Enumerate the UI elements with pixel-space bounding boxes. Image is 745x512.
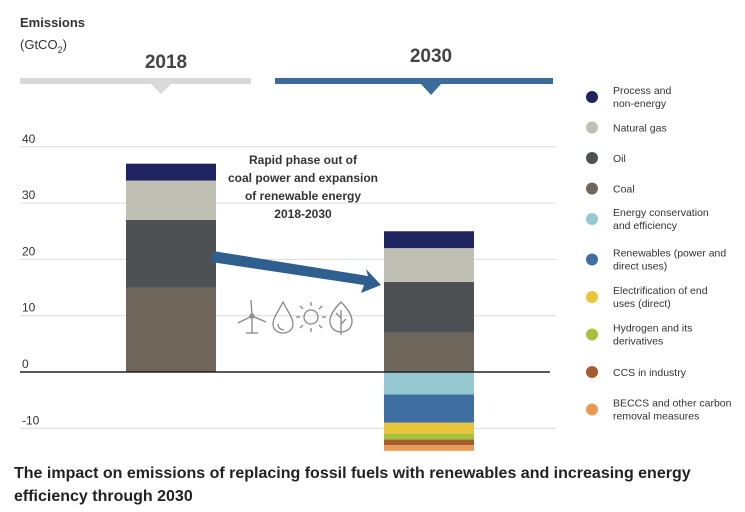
legend-label: CCS in industry bbox=[613, 367, 687, 379]
bar-2030-electrification-of-end-uses-direct bbox=[384, 422, 474, 434]
y-axis-title: Emissions bbox=[20, 15, 85, 30]
bar-2018-natural-gas bbox=[126, 180, 216, 220]
bar-2018-oil bbox=[126, 219, 216, 288]
bar-2030-natural-gas bbox=[384, 248, 474, 282]
sun-icon bbox=[296, 302, 326, 332]
water-drop-icon bbox=[272, 300, 294, 334]
legend-swatch bbox=[586, 253, 598, 266]
bar-2030-coal bbox=[384, 332, 474, 372]
legend-swatch bbox=[586, 403, 598, 416]
header-pointer-2030 bbox=[421, 84, 441, 95]
legend-swatch bbox=[586, 121, 598, 134]
y-tick-labels: 40 30 20 10 0 -10 bbox=[22, 132, 40, 427]
annotation: Rapid phase out of coal power and expans… bbox=[228, 153, 378, 221]
y-tick-label: -10 bbox=[22, 413, 40, 427]
legend-swatch bbox=[586, 291, 598, 303]
legend-swatch bbox=[586, 182, 598, 195]
bar-2030-oil bbox=[384, 281, 474, 333]
legend-label: Renewables (power and bbox=[613, 248, 726, 260]
legend-swatch bbox=[586, 91, 598, 103]
legend-label: Process and bbox=[613, 85, 672, 97]
header-2030: 2030 bbox=[410, 46, 452, 67]
bar-2030-renewables-power-and-direct-uses bbox=[384, 394, 474, 423]
legend-swatch bbox=[586, 366, 598, 378]
legend-item: Oil bbox=[586, 152, 626, 165]
bar-2030-ccs-in-industry bbox=[384, 439, 474, 446]
legend-swatch bbox=[586, 152, 598, 164]
legend-label: derivatives bbox=[613, 336, 663, 348]
wind-turbine-icon bbox=[237, 299, 267, 334]
legend-label: uses (direct) bbox=[613, 298, 671, 310]
bar-2018-coal bbox=[126, 287, 216, 372]
legend-label: direct uses) bbox=[613, 261, 667, 273]
emissions-chart: Emissions (GtCO2) 2018 2030 40 30 20 10 0 -10… bbox=[20, 15, 732, 451]
figure-caption: The impact on emissions of replacing fos… bbox=[14, 465, 691, 505]
annotation-line-3: of renewable energy bbox=[245, 189, 361, 203]
legend-label: BECCS and other carbon bbox=[613, 398, 732, 410]
legend-label: and efficiency bbox=[613, 220, 678, 232]
legend-item: CCS in industry bbox=[586, 366, 687, 379]
legend-label: Natural gas bbox=[613, 123, 667, 135]
annotation-line-1: Rapid phase out of bbox=[249, 153, 358, 167]
y-tick-label: 10 bbox=[22, 301, 36, 315]
legend-label: Electrification of end bbox=[613, 285, 708, 297]
legend-swatch bbox=[586, 213, 598, 225]
y-tick-label: 40 bbox=[22, 132, 36, 146]
bar-2018-process-and-non-energy bbox=[126, 163, 216, 181]
bar-2030-beccs-and-other-carbon-removal-measures bbox=[384, 445, 474, 451]
header-pointer-2018 bbox=[151, 84, 171, 94]
header-bar-2030 bbox=[275, 78, 553, 84]
legend-label: non-energy bbox=[613, 98, 667, 110]
y-tick-label: 0 bbox=[22, 357, 29, 371]
header-2018: 2018 bbox=[145, 52, 187, 73]
legend-label: removal measures bbox=[613, 411, 699, 423]
renewable-icons bbox=[237, 299, 353, 335]
annotation-line-4: 2018-2030 bbox=[274, 207, 332, 221]
bar-2030-hydrogen-and-its-derivatives bbox=[384, 433, 474, 440]
legend-label: Hydrogen and its bbox=[613, 323, 692, 335]
y-axis-unit: (GtCO2) bbox=[20, 37, 67, 55]
transition-arrow bbox=[211, 251, 381, 293]
legend-label: Energy conservation bbox=[613, 207, 709, 219]
legend-label: Oil bbox=[613, 153, 626, 165]
y-tick-label: 30 bbox=[22, 188, 36, 202]
bar-2030-energy-conservation-and-efficiency bbox=[384, 372, 474, 395]
annotation-line-2: coal power and expansion bbox=[228, 171, 378, 185]
leaf-icon bbox=[329, 301, 353, 335]
legend-item: Coal bbox=[586, 182, 635, 196]
bars bbox=[126, 163, 474, 451]
legend-label: Coal bbox=[613, 184, 635, 196]
header-bar-2018 bbox=[20, 78, 251, 84]
legend-swatch bbox=[586, 328, 598, 341]
bar-2030-process-and-non-energy bbox=[384, 231, 474, 249]
y-tick-label: 20 bbox=[22, 244, 36, 258]
legend-item: Natural gas bbox=[586, 121, 667, 135]
